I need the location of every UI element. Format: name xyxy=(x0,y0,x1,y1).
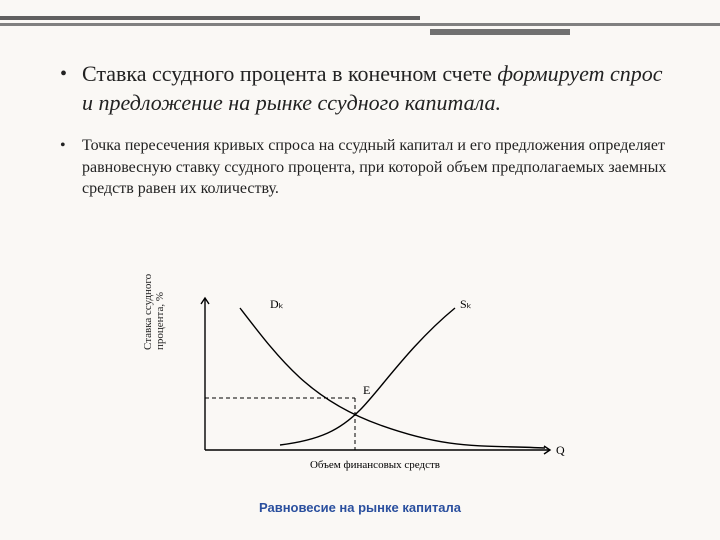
chart-svg: Dₖ Sₖ E Объем финансовых средств Q xyxy=(150,290,580,480)
decorative-top-bars xyxy=(0,16,720,40)
bullet-marker: • xyxy=(60,135,82,200)
bullet-main-text: Ставка ссудного процента в конечном счет… xyxy=(82,60,675,117)
bullet-sub: • Точка пересечения кривых спроса на ссу… xyxy=(60,135,675,200)
svg-text:Sₖ: Sₖ xyxy=(460,297,472,311)
bullet-sub-text: Точка пересечения кривых спроса на ссудн… xyxy=(82,135,675,200)
decor-bar-2 xyxy=(0,23,720,26)
svg-text:E: E xyxy=(363,383,370,397)
slide-body: • Ставка ссудного процента в конечном сч… xyxy=(60,60,675,210)
svg-text:Объем финансовых средств: Объем финансовых средств xyxy=(310,459,440,471)
decor-bar-1 xyxy=(0,16,420,20)
svg-text:Dₖ: Dₖ xyxy=(270,297,284,311)
bullet-main-plain: Ставка ссудного процента в конечном счет… xyxy=(82,61,497,86)
equilibrium-chart: Ставка ссудного процента, % DₖSₖEОбъем ф… xyxy=(150,290,580,520)
bullet-marker: • xyxy=(60,60,82,117)
bullet-main: • Ставка ссудного процента в конечном сч… xyxy=(60,60,675,117)
chart-caption: Равновесие на рынке капитала xyxy=(0,500,720,515)
y-axis-label: Ставка ссудного процента, % xyxy=(142,274,166,350)
decor-bar-3 xyxy=(430,29,570,35)
svg-text:Q: Q xyxy=(556,443,565,457)
